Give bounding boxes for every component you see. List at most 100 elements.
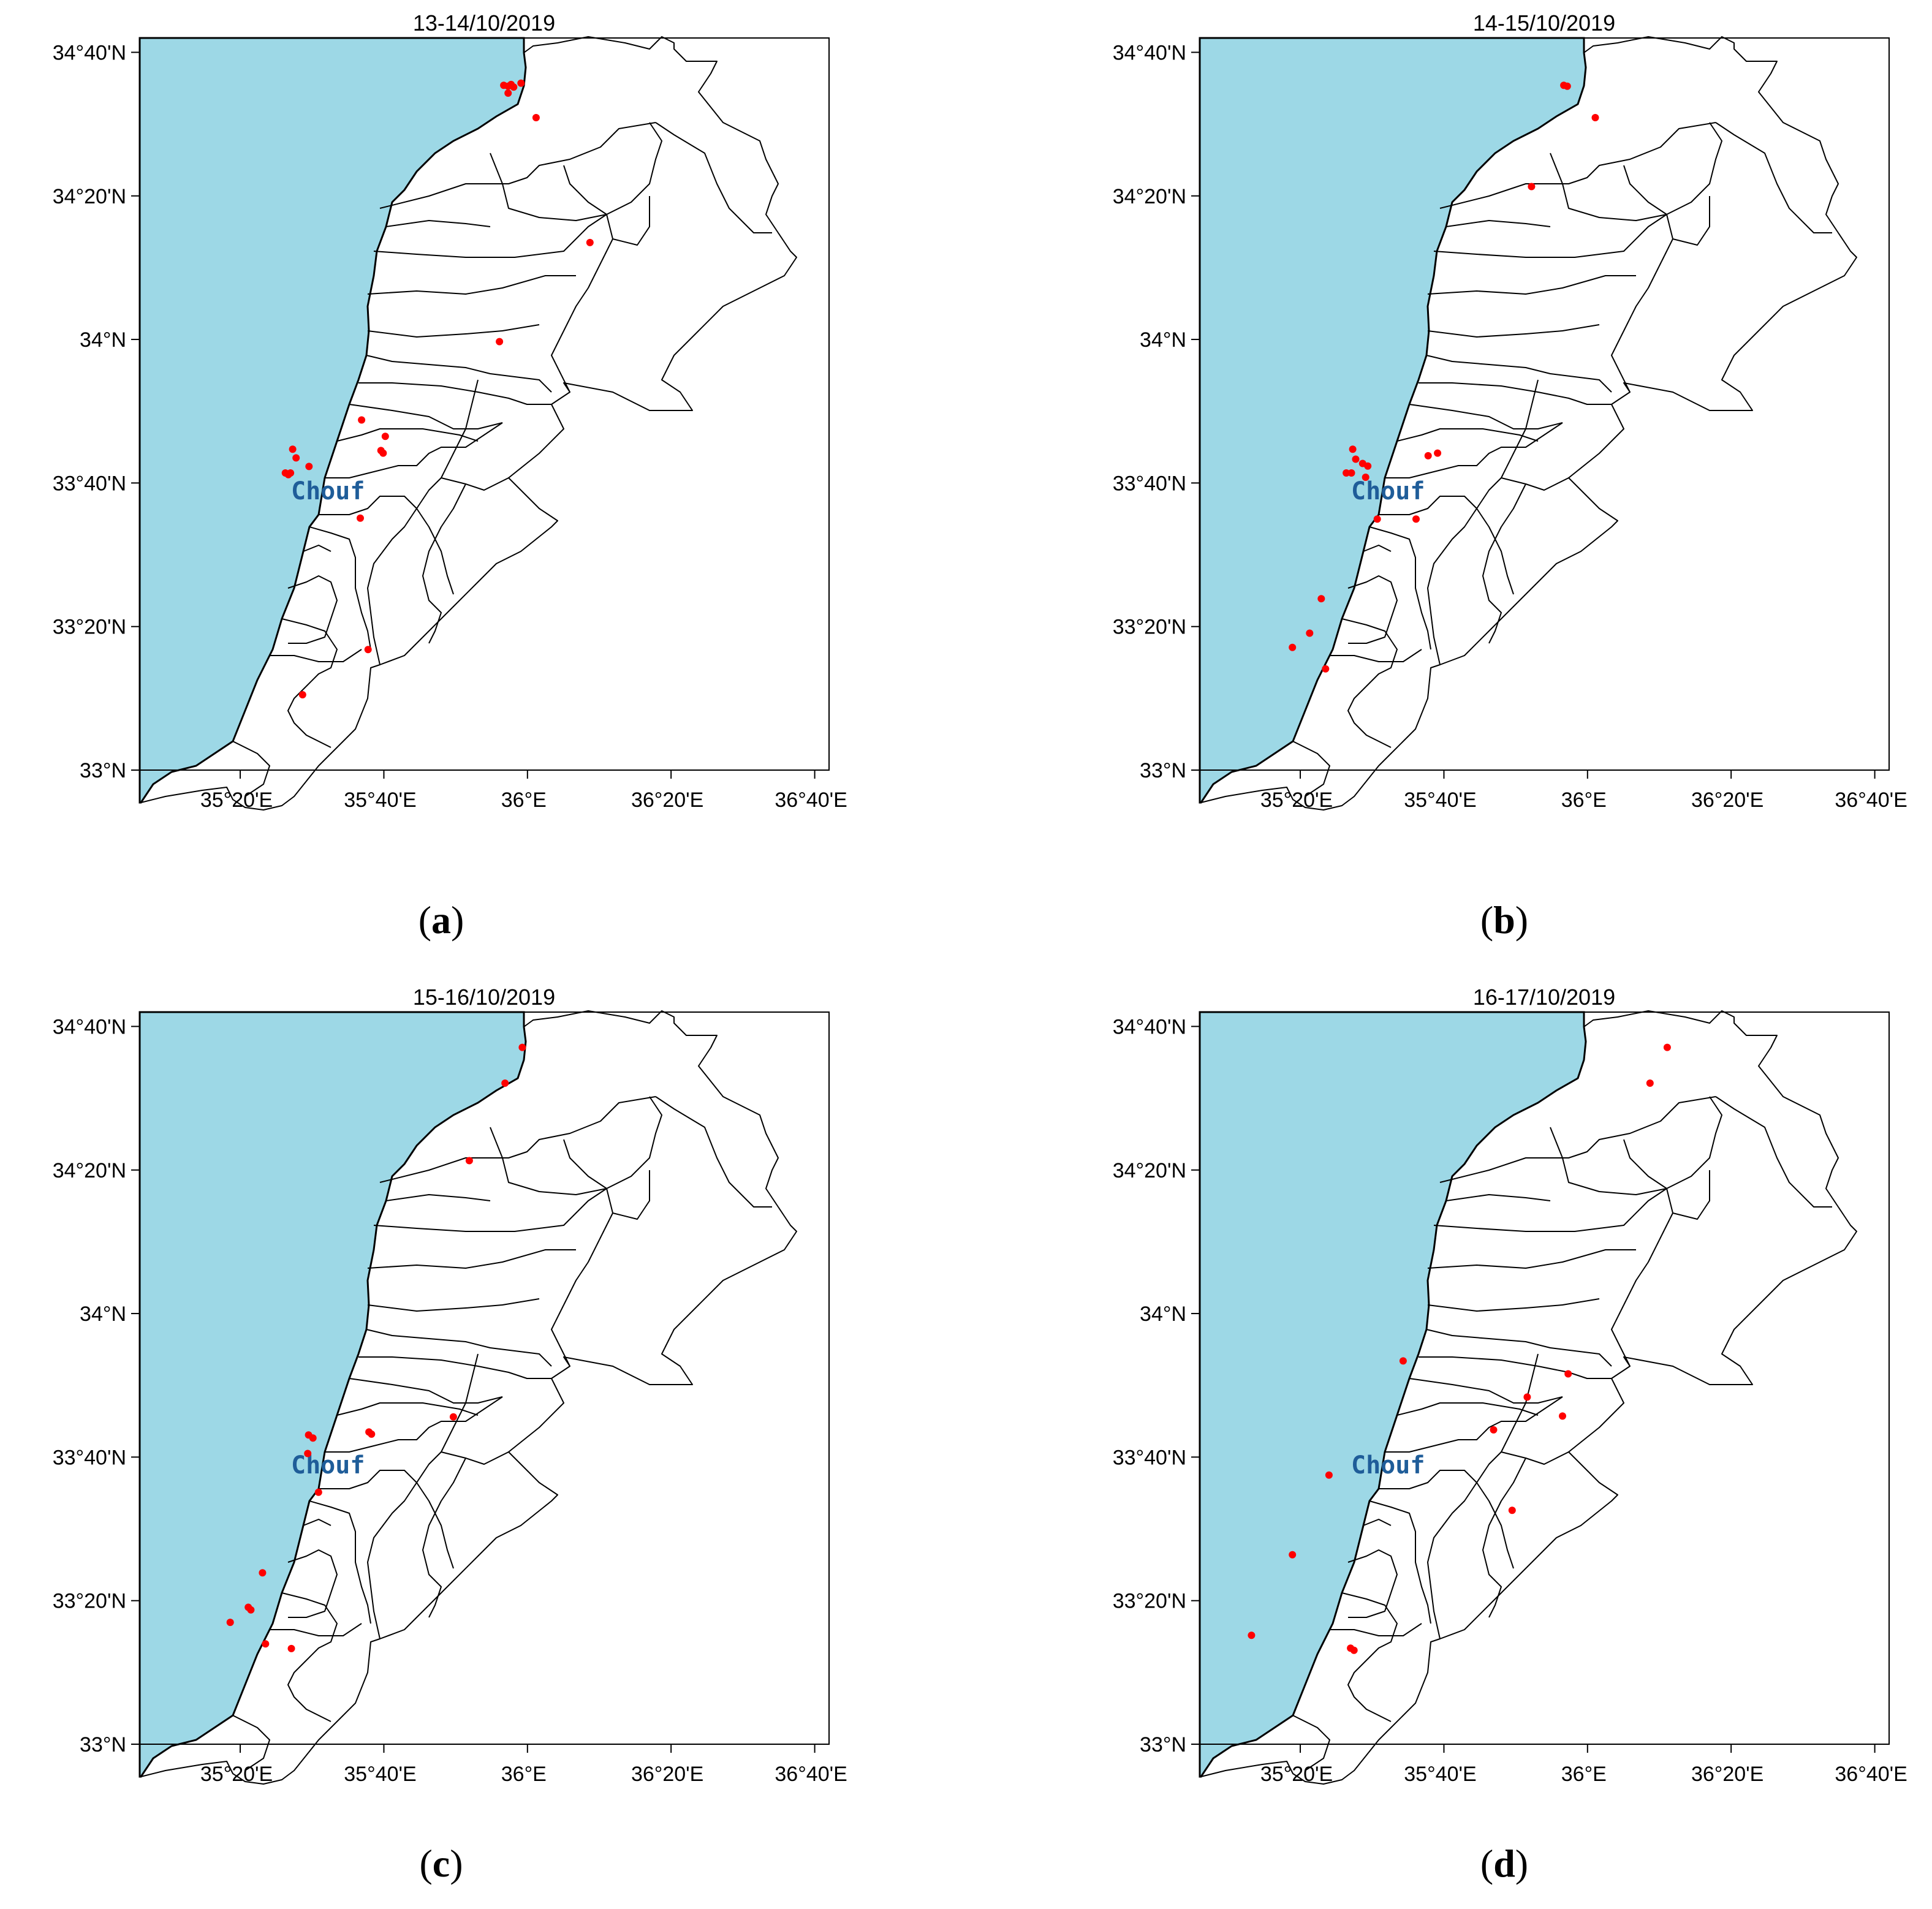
fire-point xyxy=(1248,1631,1256,1639)
lon-tick-label: 35°20'E xyxy=(200,1763,273,1786)
district-boundary xyxy=(1427,1298,1600,1312)
lon-tick-label: 35°40'E xyxy=(344,1763,416,1786)
fire-point xyxy=(1289,1551,1297,1559)
district-boundary xyxy=(416,508,454,595)
district-boundary xyxy=(373,122,662,258)
district-boundary xyxy=(1409,404,1563,429)
district-boundary xyxy=(379,1096,656,1183)
district-boundary xyxy=(1409,1378,1563,1404)
map-frame xyxy=(139,1011,830,1745)
fire-point xyxy=(496,338,504,346)
district-boundary xyxy=(1419,382,1612,405)
fire-point xyxy=(1508,1506,1516,1514)
district-boundary xyxy=(232,1715,270,1771)
fire-point xyxy=(510,83,518,91)
district-boundary xyxy=(1330,1623,1422,1636)
district-boundary xyxy=(1341,1592,1398,1722)
district-boundary xyxy=(1379,496,1477,515)
lat-tick-label: 34°40'N xyxy=(53,41,126,64)
fire-point xyxy=(1528,183,1536,191)
region-label-chouf: Chouf xyxy=(291,1451,365,1480)
district-boundary xyxy=(1363,1519,1392,1526)
panel-title: 16-17/10/2019 xyxy=(1473,985,1615,1010)
region-label-chouf: Chouf xyxy=(1351,477,1425,505)
map-panel-a: 33°N 33°20'N 33°40'N 34°N 34°20'N 34°40'N 35°2… xyxy=(53,10,847,812)
country-border xyxy=(1200,1010,1857,1785)
district-boundary xyxy=(1476,1482,1514,1569)
district-boundary xyxy=(490,153,607,221)
district-boundary xyxy=(1482,483,1526,644)
lat-tick-label: 34°20'N xyxy=(53,1159,126,1182)
district-boundary xyxy=(367,275,576,295)
lat-tick-label: 34°N xyxy=(80,328,126,352)
lat-tick-label: 33°40'N xyxy=(1113,1446,1186,1469)
district-boundary xyxy=(1433,1096,1722,1232)
district-boundary xyxy=(367,1249,576,1269)
district-boundary xyxy=(358,382,551,405)
fire-point xyxy=(586,238,594,246)
district-boundary xyxy=(1330,649,1422,662)
district-boundary xyxy=(1426,1329,1612,1367)
lat-tick-label: 33°N xyxy=(1140,1733,1186,1756)
fire-point xyxy=(292,454,300,462)
fire-point xyxy=(304,1450,312,1457)
district-boundary xyxy=(1369,1500,1431,1624)
district-boundary xyxy=(1501,1451,1569,1465)
region-label-chouf: Chouf xyxy=(1351,1451,1425,1480)
fire-point xyxy=(1434,449,1442,457)
district-boundary xyxy=(1292,741,1330,797)
fire-point xyxy=(1362,474,1369,481)
district-boundary xyxy=(441,1451,509,1465)
lon-tick-label: 36°E xyxy=(501,1763,547,1786)
fire-point xyxy=(532,114,540,121)
lon-tick-label: 35°20'E xyxy=(1260,788,1333,812)
lon-tick-label: 36°20'E xyxy=(1691,1763,1763,1786)
panel-title: 15-16/10/2019 xyxy=(413,985,555,1010)
lon-tick-label: 36°E xyxy=(1561,788,1607,812)
country-border xyxy=(140,1010,797,1785)
district-boundary xyxy=(1427,1353,1539,1639)
lon-tick-label: 36°40'E xyxy=(1835,1763,1907,1786)
district-boundary xyxy=(367,1298,540,1312)
fire-point xyxy=(1564,1370,1572,1378)
lat-tick-label: 33°N xyxy=(80,1733,126,1756)
fire-point xyxy=(1352,455,1360,463)
fire-point xyxy=(247,1606,255,1614)
caption-b: (b) xyxy=(1480,898,1529,942)
fire-point xyxy=(504,89,512,97)
fire-point xyxy=(1563,82,1571,90)
lat-tick-label: 34°20'N xyxy=(1113,185,1186,208)
district-boundary xyxy=(1419,1356,1612,1379)
fire-point xyxy=(1523,1393,1531,1401)
lat-tick-label: 33°N xyxy=(1140,759,1186,782)
district-boundary xyxy=(1396,428,1539,442)
district-boundary xyxy=(367,379,479,665)
lon-tick-label: 36°E xyxy=(501,788,547,812)
map-panel-b: 33°N 33°20'N 33°40'N 34°N 34°20'N 34°40'N 35°2… xyxy=(1113,10,1907,812)
district-boundary xyxy=(1379,1470,1477,1489)
fire-point xyxy=(262,1640,270,1648)
district-boundary xyxy=(1445,220,1551,227)
lon-tick-label: 35°20'E xyxy=(1260,1763,1333,1786)
panel-title: 13-14/10/2019 xyxy=(413,10,555,36)
district-boundary xyxy=(309,526,371,650)
fire-point xyxy=(1322,665,1330,673)
fire-point xyxy=(1289,643,1297,651)
fire-point xyxy=(1663,1043,1671,1051)
lat-tick-label: 34°40'N xyxy=(53,1015,126,1038)
lon-tick-label: 36°20'E xyxy=(631,1763,703,1786)
sea-area xyxy=(138,1011,527,1778)
district-boundary xyxy=(1666,196,1710,246)
fire-point xyxy=(1399,1357,1407,1365)
district-boundary xyxy=(1439,122,1716,209)
district-boundary xyxy=(1611,1212,1673,1367)
district-boundary xyxy=(1427,275,1636,295)
fire-point xyxy=(381,433,389,440)
district-boundary xyxy=(367,1353,479,1639)
district-boundary xyxy=(287,575,338,644)
fire-point xyxy=(465,1157,473,1165)
fire-point xyxy=(517,79,525,87)
fire-point xyxy=(287,1644,295,1652)
district-boundary xyxy=(366,355,552,393)
lat-tick-label: 33°40'N xyxy=(53,472,126,495)
